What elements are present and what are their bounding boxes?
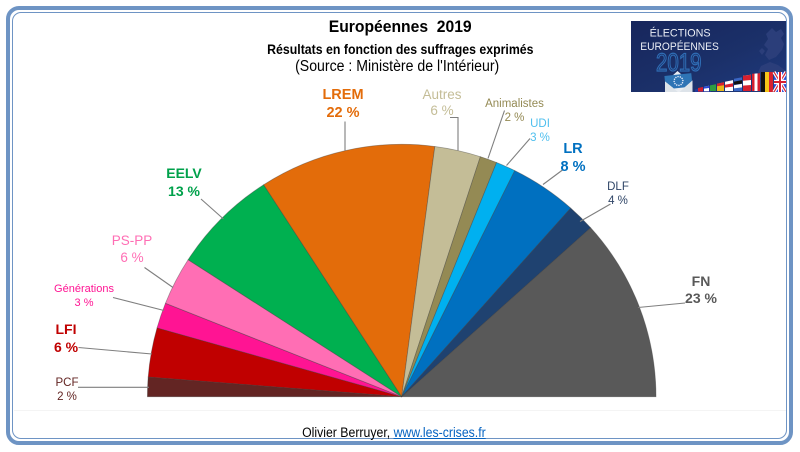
- svg-text:ÉLECTIONS: ÉLECTIONS: [650, 27, 711, 40]
- svg-text:EUROPÉENNES: EUROPÉENNES: [640, 40, 719, 53]
